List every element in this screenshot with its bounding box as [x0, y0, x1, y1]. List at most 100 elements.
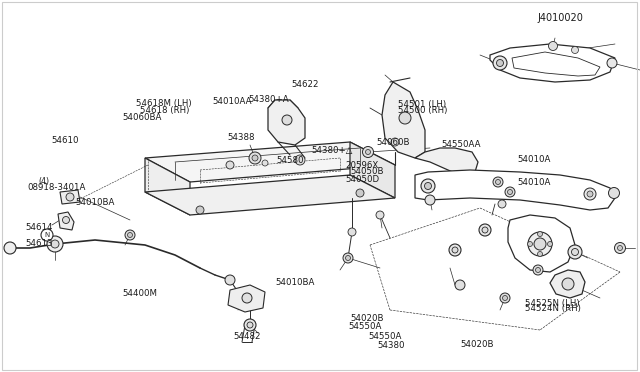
Text: 08918-3401A: 08918-3401A [27, 183, 85, 192]
Circle shape [425, 195, 435, 205]
Circle shape [346, 256, 351, 260]
Circle shape [365, 150, 371, 154]
Text: 54550AA: 54550AA [442, 140, 481, 149]
Text: J4010020: J4010020 [538, 13, 584, 23]
Text: 54010A: 54010A [517, 178, 550, 187]
Circle shape [226, 161, 234, 169]
Circle shape [47, 236, 63, 252]
Polygon shape [145, 158, 190, 215]
Polygon shape [512, 52, 600, 76]
Circle shape [242, 293, 252, 303]
Text: 54550A: 54550A [368, 332, 401, 341]
Polygon shape [415, 148, 478, 175]
Text: 54618 (RH): 54618 (RH) [140, 106, 189, 115]
Circle shape [495, 180, 500, 185]
Circle shape [127, 232, 132, 237]
Circle shape [244, 319, 256, 331]
Circle shape [452, 247, 458, 253]
Polygon shape [228, 285, 265, 312]
Circle shape [196, 206, 204, 214]
Circle shape [538, 251, 543, 257]
Circle shape [572, 248, 579, 256]
Polygon shape [508, 215, 575, 272]
Circle shape [572, 46, 579, 54]
Circle shape [493, 177, 503, 187]
Circle shape [548, 42, 557, 51]
Circle shape [376, 211, 384, 219]
Circle shape [505, 187, 515, 197]
Circle shape [51, 240, 59, 248]
Polygon shape [145, 142, 395, 182]
Circle shape [247, 322, 253, 328]
Text: 54614: 54614 [26, 223, 53, 232]
Circle shape [125, 230, 135, 240]
Circle shape [262, 160, 268, 166]
Text: 54050D: 54050D [346, 175, 380, 184]
Circle shape [449, 244, 461, 256]
Circle shape [584, 188, 596, 200]
Polygon shape [60, 190, 80, 204]
Polygon shape [490, 44, 615, 82]
Circle shape [497, 60, 504, 67]
Circle shape [534, 238, 546, 250]
Text: 54500 (RH): 54500 (RH) [398, 106, 447, 115]
Circle shape [41, 229, 53, 241]
Polygon shape [550, 270, 585, 298]
Circle shape [500, 293, 510, 303]
Circle shape [587, 191, 593, 197]
Circle shape [502, 295, 508, 301]
Circle shape [356, 189, 364, 197]
Text: 54524N (RH): 54524N (RH) [525, 304, 580, 313]
Circle shape [282, 115, 292, 125]
Polygon shape [145, 175, 395, 215]
Text: 54060BA: 54060BA [123, 113, 163, 122]
Text: 54010BA: 54010BA [275, 278, 315, 287]
Text: 54618M (LH): 54618M (LH) [136, 99, 192, 108]
Text: 54550A: 54550A [349, 322, 382, 331]
Circle shape [508, 189, 513, 195]
Text: 54380: 54380 [378, 341, 405, 350]
Circle shape [391, 138, 399, 146]
Text: 54010BA: 54010BA [76, 198, 115, 207]
Circle shape [399, 112, 411, 124]
Circle shape [562, 278, 574, 290]
Text: 54613: 54613 [26, 239, 53, 248]
Polygon shape [268, 100, 305, 145]
Circle shape [533, 265, 543, 275]
Text: 54580: 54580 [276, 156, 304, 165]
Circle shape [343, 253, 353, 263]
Text: 54020B: 54020B [351, 314, 384, 323]
Text: (4): (4) [38, 177, 49, 186]
Circle shape [493, 56, 507, 70]
Circle shape [618, 246, 623, 250]
Text: 54482: 54482 [234, 332, 261, 341]
Circle shape [235, 290, 245, 300]
Circle shape [568, 245, 582, 259]
Circle shape [225, 275, 235, 285]
Text: 54610: 54610 [51, 136, 79, 145]
Circle shape [249, 152, 261, 164]
Text: 54050B: 54050B [351, 167, 384, 176]
Polygon shape [350, 142, 395, 198]
Circle shape [348, 228, 356, 236]
Circle shape [482, 227, 488, 233]
Circle shape [607, 58, 617, 68]
Circle shape [614, 243, 625, 253]
Polygon shape [415, 170, 615, 210]
Circle shape [362, 147, 374, 157]
Circle shape [538, 231, 543, 237]
Circle shape [63, 217, 70, 224]
Text: 54060B: 54060B [376, 138, 410, 147]
Circle shape [4, 242, 16, 254]
Text: 54525N (LH): 54525N (LH) [525, 299, 579, 308]
Circle shape [421, 179, 435, 193]
Circle shape [455, 280, 465, 290]
Text: 54010AA: 54010AA [212, 97, 252, 106]
Circle shape [252, 155, 258, 161]
Circle shape [66, 193, 74, 201]
Text: 20596X: 20596X [346, 161, 379, 170]
Circle shape [424, 183, 431, 189]
Circle shape [479, 224, 491, 236]
Circle shape [528, 232, 552, 256]
Circle shape [527, 241, 532, 247]
